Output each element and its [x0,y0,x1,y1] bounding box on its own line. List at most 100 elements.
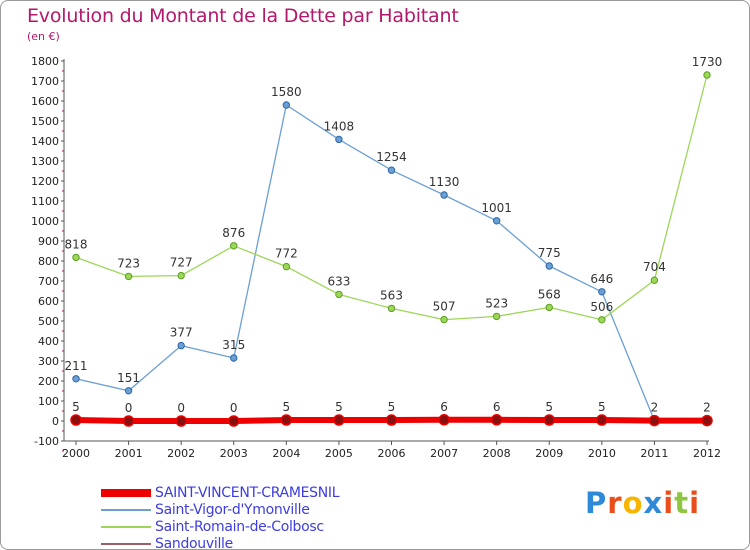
data-label: 1408 [324,119,355,133]
logo-letter: t [674,486,690,520]
data-point [122,415,135,427]
y-tick-label: 0 [52,415,59,428]
data-label: 0 [177,401,185,415]
data-label: 507 [433,300,456,314]
data-label: 818 [65,237,88,251]
data-point [492,217,501,225]
x-tick-label: 2006 [378,447,406,460]
data-point [545,303,553,312]
legend-item: Saint-Romain-de-Colbosc [101,518,339,535]
data-point [387,304,396,313]
legend-label: SAINT-VINCENT-CRAMESNIL [155,484,340,501]
data-point [701,414,713,427]
data-label: 5 [335,400,343,414]
chart-title: Evolution du Montant de la Dette par Hab… [27,5,459,27]
data-point [543,414,555,426]
y-tick-label: 800 [38,255,59,268]
data-point [545,262,553,270]
data-point [335,290,343,299]
legend-label: Saint-Vigor-d'Ymonville [155,501,310,518]
data-point [124,272,133,281]
y-tick-label: 200 [38,375,59,388]
y-tick-label: 1700 [31,75,59,88]
legend-item: SAINT-VINCENT-CRAMESNIL [101,484,340,501]
data-point [440,191,448,199]
data-point [282,262,291,271]
y-tick-label: 300 [38,355,59,368]
y-tick-label: 100 [38,395,59,408]
logo-letter: i [689,486,701,520]
data-point [648,414,661,427]
proxiti-logo: Proxiti [585,486,700,520]
data-label: 5 [72,400,80,414]
data-point [385,414,398,426]
data-point [177,341,185,350]
y-tick-label: 1100 [31,195,59,208]
x-tick-label: 2004 [272,447,300,460]
data-label: 633 [327,274,350,288]
line-chart: -100010020030040050060070080090010001100… [31,55,723,460]
data-point [387,166,396,174]
legend-swatch [101,525,151,528]
legend-swatch [101,488,151,497]
data-label: 5 [388,400,396,414]
y-tick-label: 1000 [31,215,59,228]
data-point [490,414,503,426]
data-label: 506 [590,300,613,314]
y-tick-label: 1400 [31,135,59,148]
data-label: 0 [230,401,238,415]
x-tick-label: 2003 [220,447,248,460]
data-point [596,414,608,426]
y-tick-label: 1200 [31,175,59,188]
y-tick-label: 1300 [31,155,59,168]
data-point [175,415,187,427]
data-label: 6 [493,400,501,414]
data-point [230,354,238,362]
data-point [230,242,238,250]
x-tick-label: 2005 [325,447,353,460]
chart-legend: SAINT-VINCENT-CRAMESNIL Saint-Vigor-d'Ymo… [101,484,340,549]
x-tick-label: 2002 [167,447,195,460]
data-point [650,276,659,284]
data-point [438,414,450,426]
data-point [598,288,606,296]
data-label: 523 [485,296,508,310]
y-tick-label: 900 [38,235,59,248]
data-point [177,271,185,280]
legend-swatch [101,508,151,511]
data-label: 775 [538,246,561,260]
data-label: 723 [117,256,140,270]
data-point [333,414,345,426]
x-tick-label: 2010 [588,447,616,460]
y-tick-label: 700 [38,275,59,288]
data-label: 211 [65,359,88,373]
legend-item: Sandouville [101,535,339,549]
x-tick-label: 2012 [693,447,721,460]
logo-letter: o [622,486,644,520]
data-label: 772 [275,247,298,261]
data-label: 377 [170,326,193,340]
data-label: 727 [170,256,193,270]
x-tick-label: 2008 [483,447,511,460]
data-label: 315 [222,338,245,352]
legend-item: Saint-Vigor-d'Ymonville [101,501,339,518]
data-point [440,315,448,324]
data-label: 6 [440,400,448,414]
data-label: 563 [380,288,403,302]
y-tick-label: 500 [38,315,59,328]
legend-swatch [101,542,151,545]
legend-label: Saint-Romain-de-Colbosc [155,518,324,535]
x-tick-label: 2001 [115,447,143,460]
data-label: 151 [117,371,140,385]
x-tick-label: 2009 [535,447,563,460]
data-label: 0 [125,401,133,415]
data-label: 568 [538,287,561,301]
data-point [598,316,606,324]
x-tick-label: 2000 [62,447,90,460]
chart-subtitle: (en €) [27,30,60,43]
y-tick-label: 1800 [31,55,59,68]
y-tick-label: 1600 [31,95,59,108]
logo-letter: x [643,486,664,520]
data-label: 1730 [692,55,723,69]
